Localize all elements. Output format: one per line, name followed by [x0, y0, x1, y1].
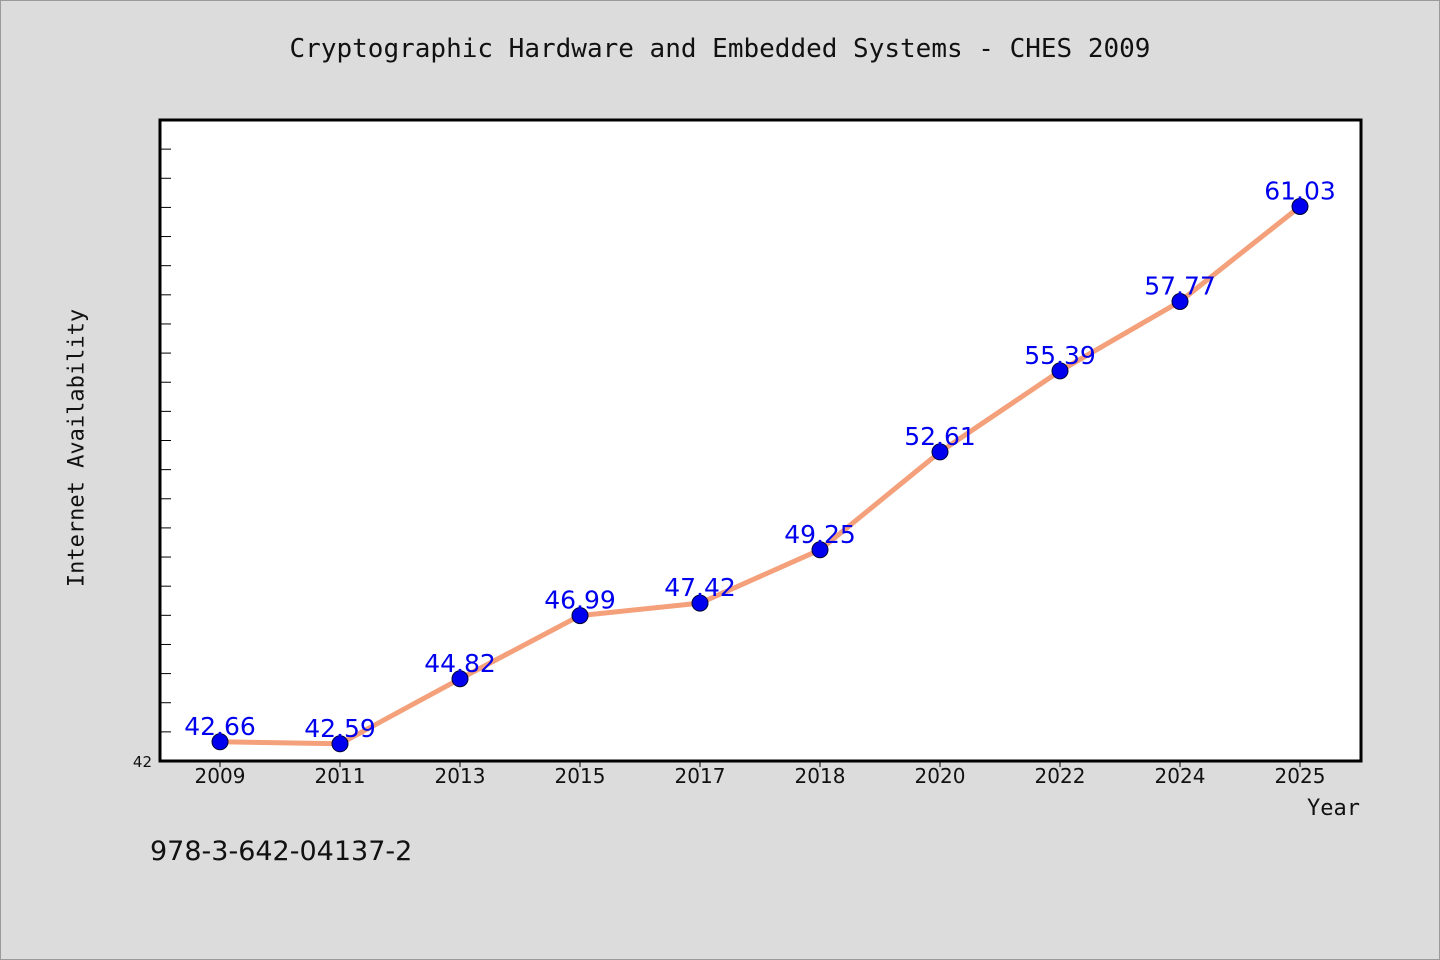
x-tick-label: 2017	[675, 764, 726, 788]
data-label: 55.39	[1024, 341, 1096, 370]
x-tick-label: 2011	[315, 764, 366, 788]
data-label: 42.66	[184, 712, 256, 741]
x-axis-label: Year	[1307, 796, 1360, 821]
x-axis-ticks: 2009 2011 2013 2015 2017 2018 2020 2022 2024 2025	[195, 761, 1326, 788]
x-tick-label: 2022	[1035, 764, 1086, 788]
x-tick-label: 2018	[795, 764, 846, 788]
data-point	[1171, 293, 1189, 310]
data-label: 42.59	[304, 714, 376, 743]
data-point	[1291, 198, 1309, 215]
data-point	[331, 735, 349, 753]
data-point	[691, 594, 709, 612]
y-axis-ticks	[160, 148, 171, 733]
data-label: 61.03	[1264, 177, 1336, 206]
x-tick-label: 2020	[915, 764, 966, 788]
x-tick-label: 2024	[1155, 764, 1206, 788]
data-point	[451, 670, 469, 688]
data-label: 49.25	[784, 520, 856, 549]
footer-code: 978-3-642-04137-2	[150, 836, 413, 867]
series-markers	[211, 198, 1309, 753]
data-point	[211, 733, 229, 751]
data-label: 57.77	[1144, 272, 1216, 301]
x-tick-label: 2025	[1275, 764, 1326, 788]
y-tick-label-min: 42	[133, 753, 152, 771]
data-label: 47.42	[664, 573, 736, 602]
data-point	[571, 607, 589, 625]
data-label: 44.82	[424, 649, 496, 678]
plot-area	[158, 118, 1363, 763]
data-label: 46.99	[544, 586, 616, 615]
chart-title: Cryptographic Hardware and Embedded Syst…	[289, 34, 1151, 64]
series-line	[217, 204, 1303, 747]
data-label: 52.61	[904, 422, 976, 451]
data-point	[811, 541, 829, 559]
x-tick-label: 2015	[555, 764, 606, 788]
data-point	[1051, 362, 1069, 380]
x-tick-label: 2009	[195, 764, 246, 788]
data-labels: 42.66 42.59 44.82 46.99 47.42 49.25 52.61 55.39…	[184, 177, 1336, 743]
x-tick-label: 2013	[435, 764, 486, 788]
data-point	[931, 443, 949, 461]
